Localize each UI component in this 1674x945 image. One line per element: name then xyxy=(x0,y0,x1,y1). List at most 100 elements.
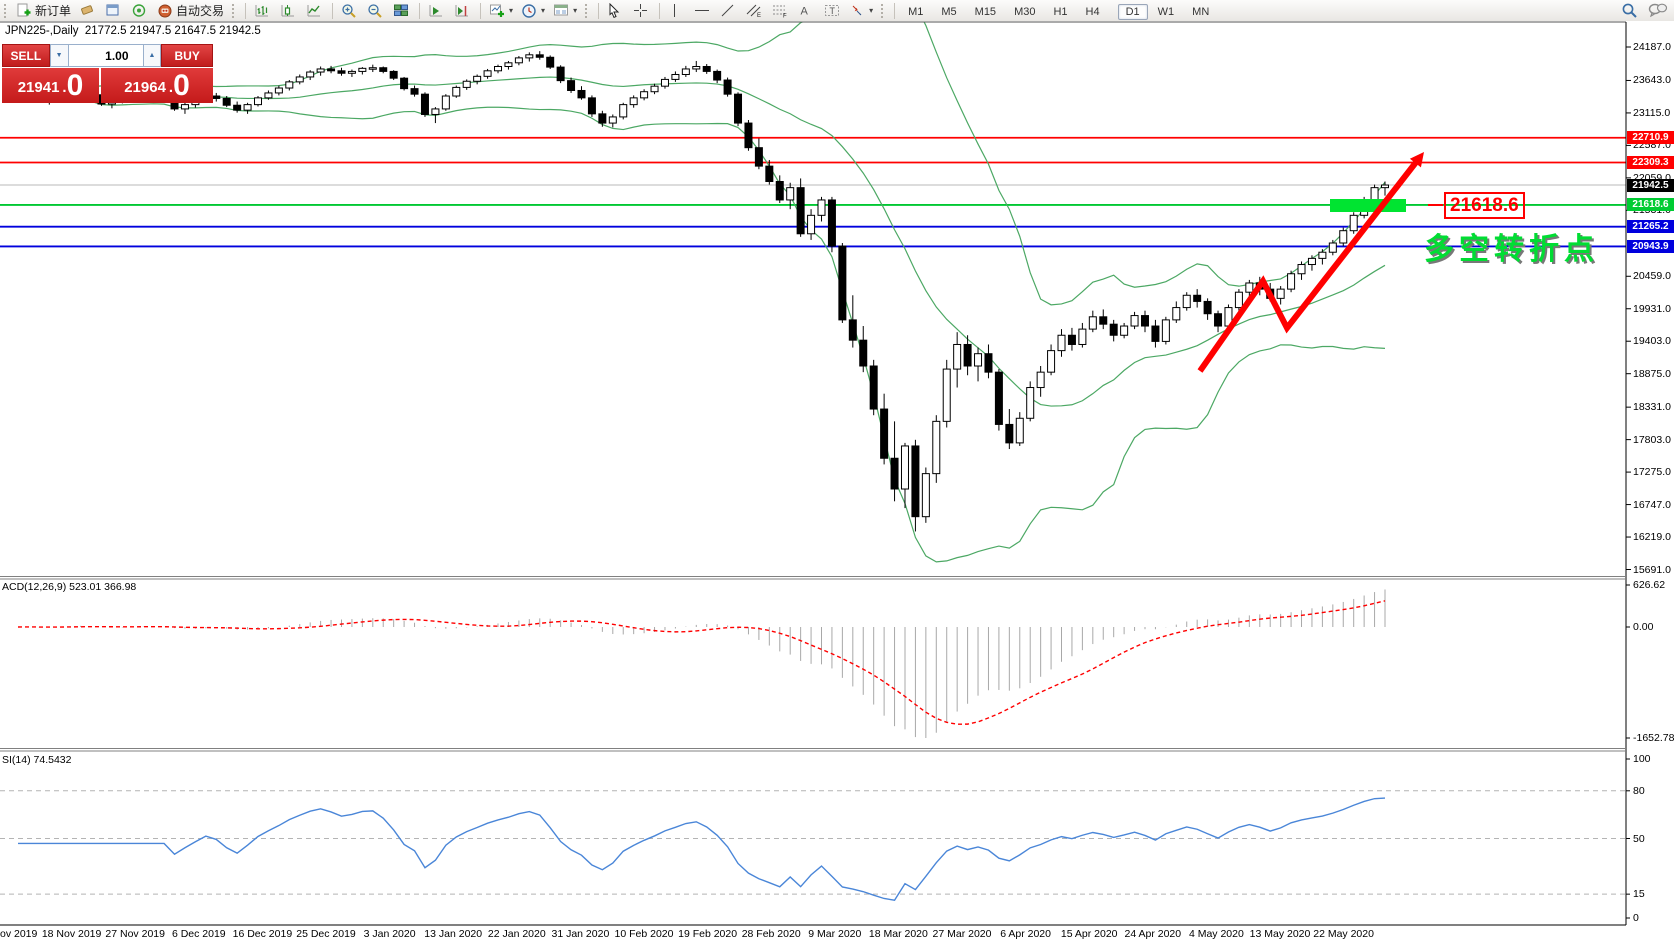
bull-candle-body xyxy=(1381,184,1389,189)
price-level-flag: 20943.9 xyxy=(1627,239,1674,253)
bull-candle-body xyxy=(316,68,325,73)
bar-chart-button[interactable] xyxy=(251,1,275,21)
crosshair-icon xyxy=(634,4,648,17)
bull-candle-body xyxy=(1182,294,1191,309)
chart-area[interactable] xyxy=(0,21,1674,945)
bear-candle-body xyxy=(734,93,743,124)
bull-candle-body xyxy=(1297,264,1306,275)
toolbar-grip[interactable] xyxy=(585,3,590,18)
text-button[interactable]: A xyxy=(795,1,819,21)
macd-axis-tick: 626.62 xyxy=(1633,579,1666,591)
chart-shift-button[interactable] xyxy=(451,1,475,21)
volume-input[interactable] xyxy=(68,44,143,67)
text-label-button[interactable]: T xyxy=(821,1,845,21)
timeframe-M30[interactable]: M30 xyxy=(1014,5,1036,18)
date-axis-label: 31 Jan 2020 xyxy=(551,928,610,940)
vertical-line-button[interactable] xyxy=(665,1,689,21)
toolbar-separator xyxy=(332,2,334,19)
price-axis-tick: 18875.0 xyxy=(1633,367,1671,380)
timeframe-group: M1 M5 M15 M30 H1 H4 D1 W1 MN xyxy=(899,3,1218,20)
candlestick-chart-button[interactable] xyxy=(277,1,301,21)
equidistant-channel-button[interactable]: E xyxy=(743,1,767,21)
crosshair-button[interactable] xyxy=(630,1,654,21)
volume-decrease-button[interactable]: ▼ xyxy=(49,44,69,67)
text-label-icon: T xyxy=(825,5,840,16)
autotrading-robot-icon xyxy=(158,4,172,18)
chat-icon[interactable] xyxy=(1648,2,1668,18)
auto-scroll-button[interactable] xyxy=(425,1,449,21)
bollinger-lower-band xyxy=(17,95,1386,563)
macd-axis-tick: -1652.78 xyxy=(1633,732,1674,744)
level-callout-box: 21618.6 xyxy=(1444,192,1525,219)
fibonacci-button[interactable]: F xyxy=(769,1,793,21)
dropdown-caret: ▾ xyxy=(509,6,514,15)
toolbar-grip[interactable] xyxy=(881,3,886,18)
new-order-button[interactable]: 新订单 xyxy=(14,1,74,21)
sell-price-button[interactable]: 21941. 0 xyxy=(2,68,99,103)
bull-candle-body xyxy=(264,92,273,99)
search-icon[interactable] xyxy=(1621,2,1638,19)
timeframe-H4[interactable]: H4 xyxy=(1085,5,1100,18)
zoom-in-button[interactable] xyxy=(338,1,362,21)
zoom-out-button[interactable] xyxy=(364,1,388,21)
timeframe-D1[interactable]: D1 xyxy=(1117,3,1148,20)
price-axis-tick: 17803.0 xyxy=(1633,433,1671,446)
arrows-button[interactable]: ▾ xyxy=(847,1,876,21)
date-axis-label: 27 Nov 2019 xyxy=(105,928,165,940)
volume-increase-button[interactable]: ▲ xyxy=(142,44,162,67)
timeframe-W1[interactable]: W1 xyxy=(1157,5,1175,18)
toolbar-grip[interactable] xyxy=(232,3,237,18)
bull-candle-body xyxy=(974,353,983,367)
bull-candle-body xyxy=(504,62,513,67)
bull-candle-body xyxy=(347,70,356,74)
price-axis-tick: 19931.0 xyxy=(1633,302,1671,315)
cursor-button[interactable] xyxy=(604,1,628,21)
price-axis-tick: 23643.0 xyxy=(1633,74,1671,87)
bull-candle-body xyxy=(692,65,701,70)
date-axis-label: 3 Jan 2020 xyxy=(363,928,416,940)
timeframe-M15[interactable]: M15 xyxy=(974,5,997,18)
timeframe-M1[interactable]: M1 xyxy=(908,5,924,18)
bear-candle-body xyxy=(1005,423,1014,444)
eraser-button[interactable] xyxy=(76,1,100,21)
periods-button[interactable]: ▾ xyxy=(518,1,548,21)
timeframe-M5[interactable]: M5 xyxy=(941,5,957,18)
chart-shift-icon xyxy=(455,5,469,17)
bull-candle-body xyxy=(1172,307,1181,321)
price-axis-tick: 17275.0 xyxy=(1633,466,1671,479)
buy-button[interactable]: BUY xyxy=(161,44,213,67)
date-axis-label: 13 Jan 2020 xyxy=(424,928,483,940)
timeframe-MN[interactable]: MN xyxy=(1192,5,1210,18)
sell-button[interactable]: SELL xyxy=(2,44,50,67)
toolbar-grip[interactable] xyxy=(4,3,9,18)
market-watch-button[interactable] xyxy=(102,1,126,21)
autotrading-label: 自动交易 xyxy=(176,4,225,18)
tile-windows-button[interactable] xyxy=(390,1,414,21)
dropdown-caret: ▾ xyxy=(541,6,546,15)
macd-pane-layer xyxy=(17,589,1386,738)
bull-candle-body xyxy=(1015,417,1024,444)
indicators-button[interactable]: ▾ xyxy=(486,1,516,21)
bull-candle-body xyxy=(525,54,534,59)
new-order-icon xyxy=(17,3,31,17)
bull-candle-body xyxy=(1047,350,1056,373)
date-axis-label: 6 Dec 2019 xyxy=(171,928,226,940)
svg-text:F: F xyxy=(783,14,787,19)
date-axis-label: 27 Mar 2020 xyxy=(932,928,992,940)
horizontal-line-button[interactable] xyxy=(691,1,715,21)
main-toolbar: 新订单 自动交易 xyxy=(0,0,1674,22)
templates-button[interactable]: ▾ xyxy=(550,1,580,21)
date-axis-label: 22 May 2020 xyxy=(1313,928,1374,940)
horizontal-line-icon xyxy=(695,10,710,11)
one-click-trade-panel: SELL ▼ ▲ BUY 21941.0 21964.0 xyxy=(2,44,213,103)
symbol-period-label: JPN225-,Daily xyxy=(5,25,79,37)
bull-candle-body xyxy=(953,343,962,370)
line-chart-button[interactable] xyxy=(303,1,327,21)
autotrading-button[interactable]: 自动交易 xyxy=(154,1,227,21)
toolbar-separator xyxy=(598,2,600,19)
signals-button[interactable] xyxy=(128,1,152,21)
buy-price-button[interactable]: 21964. 0 xyxy=(101,68,213,103)
bull-candle-body xyxy=(1339,230,1348,244)
trendline-button[interactable] xyxy=(717,1,741,21)
timeframe-H1[interactable]: H1 xyxy=(1053,5,1068,18)
